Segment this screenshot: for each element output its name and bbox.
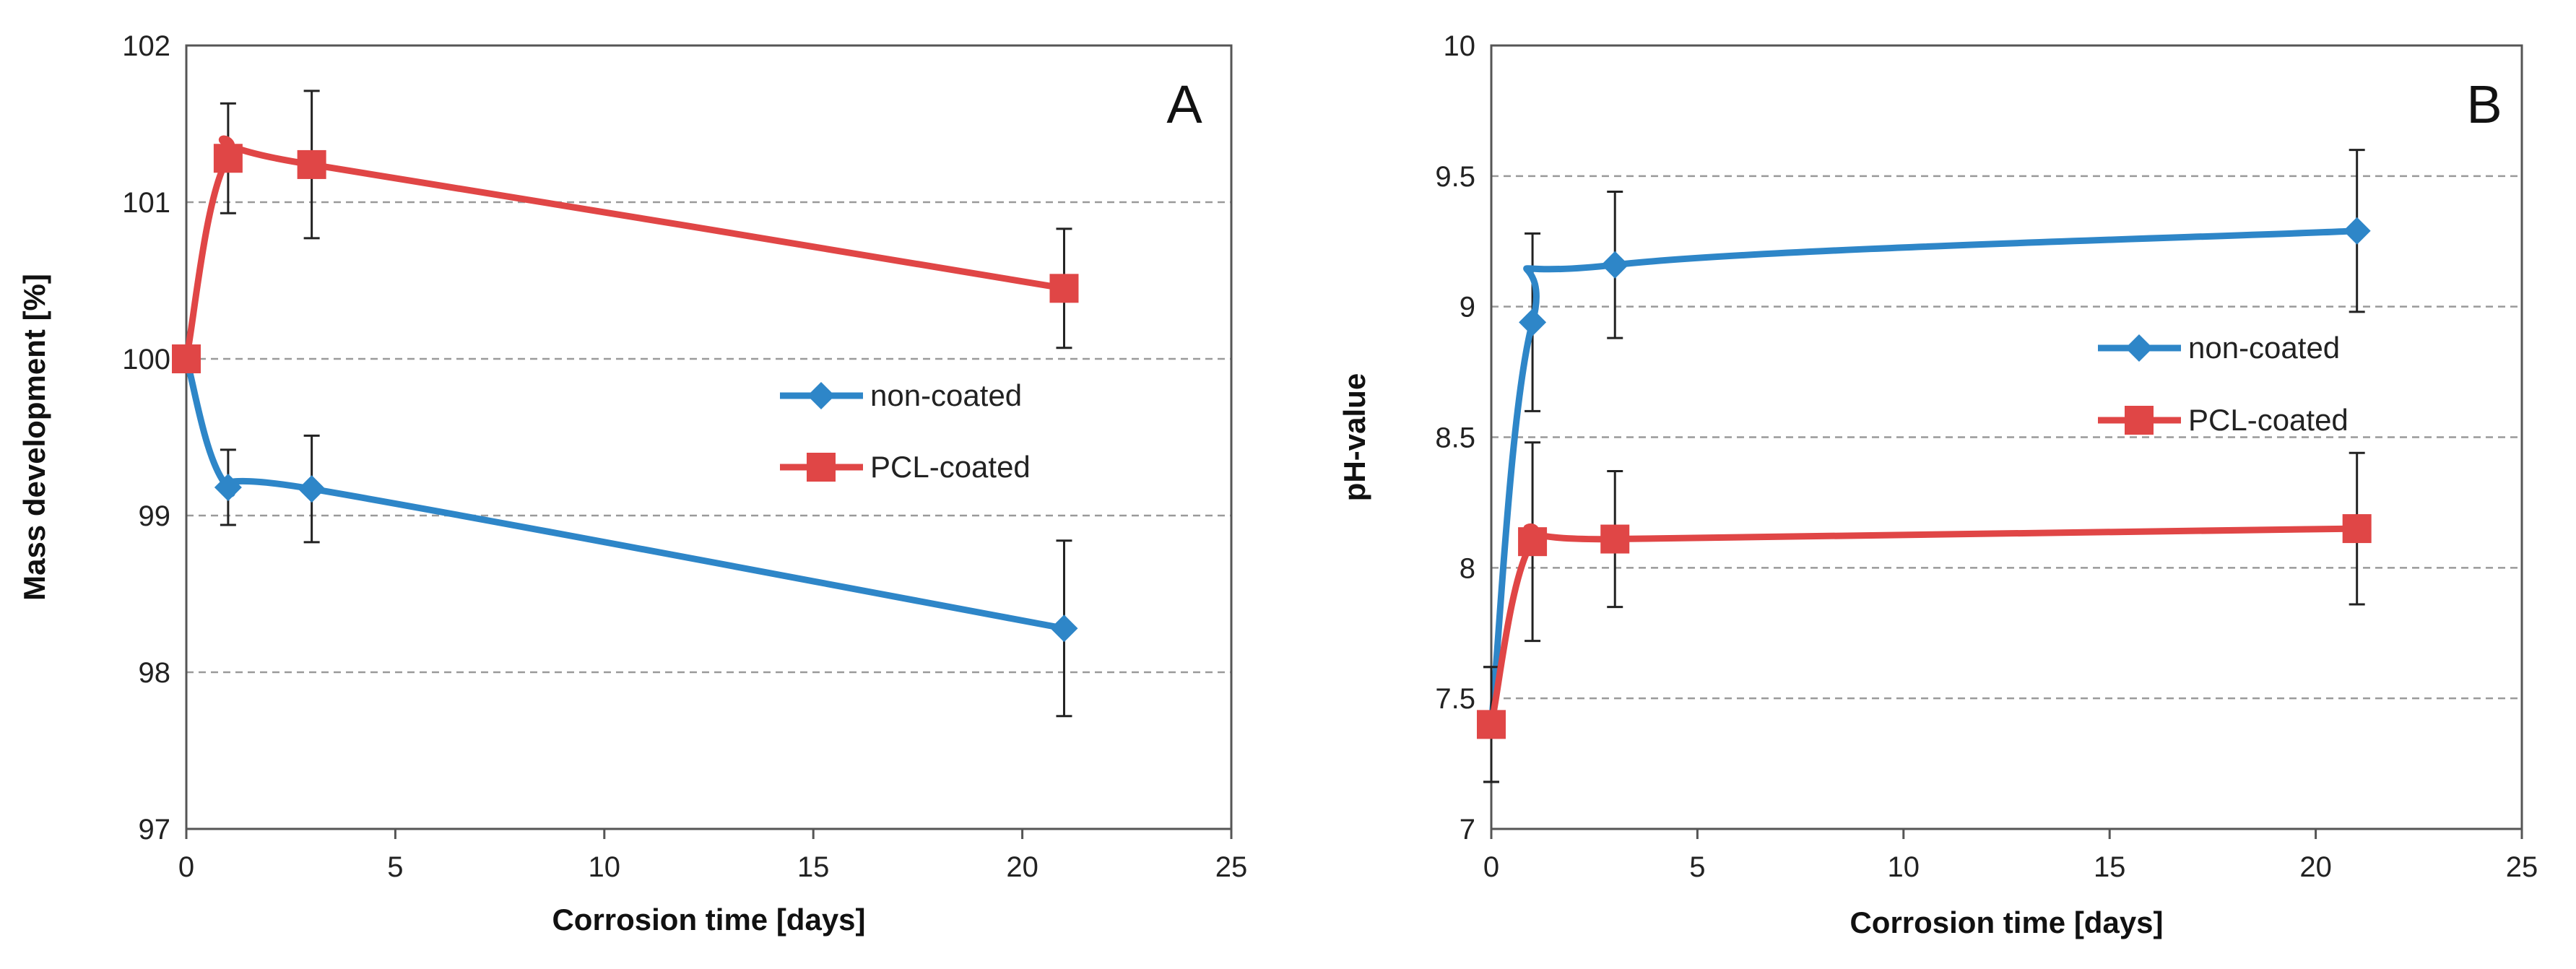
- series-non-coated: [1478, 149, 2371, 783]
- y-tick-label: 99: [139, 500, 171, 532]
- chart-panel-b: 7 7.5 8 8.5 9 9.5 10 0 5 10 15 20 25 Corrosion time […: [1337, 30, 2538, 939]
- legend-item-non-coated: non-coated: [780, 378, 1022, 412]
- y-axis-title: pH-value: [1337, 373, 1371, 501]
- y-tick-label: 100: [122, 344, 170, 375]
- legend-swatch-marker: [2125, 406, 2154, 435]
- data-point: [213, 144, 243, 173]
- legend-label: PCL-coated: [870, 450, 1031, 484]
- x-tick-label: 25: [2506, 851, 2538, 883]
- data-point: [1477, 710, 1506, 739]
- x-tick-label: 5: [1689, 851, 1705, 883]
- data-point: [298, 475, 326, 503]
- data-point: [1518, 527, 1548, 557]
- legend-swatch-marker: [2125, 334, 2153, 362]
- y-tick-label: 7: [1460, 814, 1475, 846]
- y-tick-label: 8.5: [1435, 422, 1475, 454]
- panel-label: A: [1166, 74, 1202, 134]
- x-axis-title: Corrosion time [days]: [552, 903, 865, 937]
- data-point: [1601, 251, 1629, 279]
- x-tick-label: 25: [1215, 851, 1248, 883]
- data-point: [214, 473, 242, 501]
- x-tick-label: 20: [2299, 851, 2332, 883]
- y-tick-label: 8: [1460, 552, 1475, 584]
- x-axis-title: Corrosion time [days]: [1849, 905, 2163, 939]
- legend-item-non-coated: non-coated: [2098, 331, 2340, 365]
- legend-item-PCL-coated: PCL-coated: [780, 450, 1031, 484]
- series-non-coated: [173, 345, 1078, 718]
- x-tick-label: 0: [178, 851, 194, 883]
- x-tick-label: 10: [1888, 851, 1920, 883]
- legend-label: non-coated: [2188, 331, 2340, 365]
- series-line: [1488, 227, 2361, 728]
- y-tick-label: 10: [1444, 30, 1476, 62]
- data-point: [2342, 514, 2372, 544]
- data-point: [172, 344, 201, 373]
- chart-panel-a: 97 98 99 100 101 102 0 5 10 15 20 25 Corrosion time …: [17, 30, 1247, 937]
- plot-area-frame: [1490, 44, 2523, 830]
- x-tick-label: 5: [387, 851, 403, 883]
- data-point: [1600, 524, 1630, 554]
- series-PCL-coated: [1477, 441, 2372, 783]
- y-axis-title: Mass development [%]: [17, 274, 51, 601]
- legend-swatch-marker: [807, 453, 836, 482]
- panel-label: B: [2466, 74, 2502, 134]
- x-tick-label: 10: [589, 851, 621, 883]
- legend-label: PCL-coated: [2188, 403, 2349, 437]
- x-tick-label: 15: [2094, 851, 2126, 883]
- x-tick-label: 20: [1006, 851, 1038, 883]
- data-point: [1050, 614, 1078, 643]
- data-point: [1519, 308, 1547, 336]
- plot-area-frame: [185, 44, 1233, 830]
- series-line: [1488, 523, 2361, 728]
- series-PCL-coated: [172, 90, 1079, 373]
- data-point: [2343, 217, 2371, 245]
- y-tick-label: 97: [139, 814, 171, 846]
- x-tick-label: 0: [1483, 851, 1499, 883]
- y-tick-label: 9.5: [1435, 161, 1475, 193]
- y-tick-label: 7.5: [1435, 683, 1475, 715]
- data-point: [297, 149, 326, 179]
- legend-label: non-coated: [870, 378, 1022, 412]
- series-line: [183, 135, 1067, 362]
- legend-swatch-marker: [807, 382, 835, 409]
- y-tick-label: 9: [1460, 292, 1475, 323]
- data-point: [1049, 274, 1079, 303]
- y-tick-label: 102: [122, 30, 170, 62]
- legend-item-PCL-coated: PCL-coated: [2098, 403, 2349, 437]
- y-tick-label: 98: [139, 657, 171, 689]
- y-tick-label: 101: [122, 187, 170, 219]
- x-tick-label: 15: [797, 851, 830, 883]
